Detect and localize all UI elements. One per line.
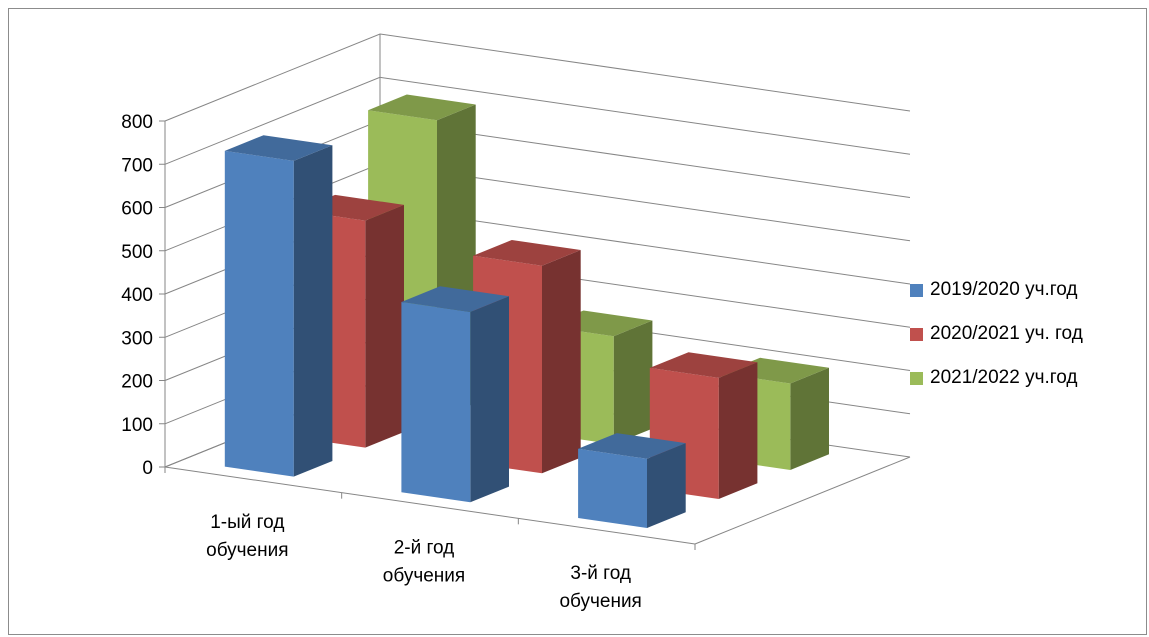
legend-label-series-2: 2020/2021 уч. год [930, 323, 1083, 344]
floor-right-edge [694, 456, 911, 545]
y-axis-tick-labels: 0 100 200 300 400 500 600 700 800 [121, 112, 153, 479]
legend-swatch-series-3 [910, 371, 923, 385]
bar-side-face [293, 145, 333, 477]
legend-label-series-3: 2021/2022 уч.год [930, 367, 1078, 388]
y-tick-label: 600 [121, 199, 153, 220]
legend: 2019/2020 уч.год 2020/2021 уч. год 2021/… [910, 268, 1145, 400]
x-category-label-line: 2-й год [394, 538, 455, 559]
y-tick-label: 0 [142, 458, 153, 479]
bar [578, 433, 686, 528]
legend-swatch-series-2 [910, 327, 923, 341]
bar-top-face [578, 433, 686, 459]
x-category-label: 1-ый год обучения [206, 512, 288, 561]
x-category-label-line: обучения [383, 566, 465, 587]
x-axis-category-labels: 1-ый год обучения 2-й год обучения 3-й год об… [206, 512, 642, 612]
bar [401, 286, 509, 503]
bar-side-face [790, 367, 829, 470]
x-axis-line [164, 466, 696, 545]
axis-layer [159, 120, 911, 550]
bar-top-face [401, 286, 509, 312]
legend-item-series-2: 2020/2021 уч. год [910, 312, 1145, 356]
bar-side-face [647, 443, 686, 528]
y-tick-label: 500 [121, 242, 153, 263]
bar-front-face [224, 150, 294, 477]
legend-swatch-series-1 [910, 283, 923, 297]
bar-side-face [542, 250, 581, 474]
bar-top-face [224, 135, 333, 161]
x-category-label: 3-й год обучения [559, 563, 641, 612]
bar [224, 135, 333, 477]
x-category-label-line: 3-й год [570, 563, 631, 584]
x-category-label-line: 1-ый год [210, 512, 284, 533]
y-tick-label: 200 [121, 372, 153, 393]
y-tick-label: 800 [121, 112, 153, 133]
y-tick-label: 700 [121, 155, 153, 176]
bar-side-face [470, 296, 509, 503]
x-category-label-line: обучения [206, 540, 288, 561]
legend-item-series-1: 2019/2020 уч.год [910, 268, 1145, 312]
y-tick-label: 300 [121, 328, 153, 349]
legend-label-series-1: 2019/2020 уч.год [930, 279, 1078, 300]
bars-layer [224, 94, 829, 528]
x-category-label-line: обучения [559, 591, 641, 612]
bar-front-face [578, 448, 647, 528]
gridline [164, 33, 911, 122]
bar-top-face [368, 94, 476, 121]
y-tick-label: 400 [121, 285, 153, 306]
x-category-label: 2-й год обучения [383, 538, 465, 587]
legend-item-series-3: 2021/2022 уч.год [910, 356, 1145, 400]
y-tick-label: 100 [121, 415, 153, 436]
bar-top-face [649, 352, 758, 378]
bar-front-face [401, 302, 471, 503]
bar-side-face [613, 320, 653, 445]
bar-top-face [473, 240, 581, 266]
bar-side-face [365, 204, 404, 448]
bar-side-face [718, 362, 758, 499]
